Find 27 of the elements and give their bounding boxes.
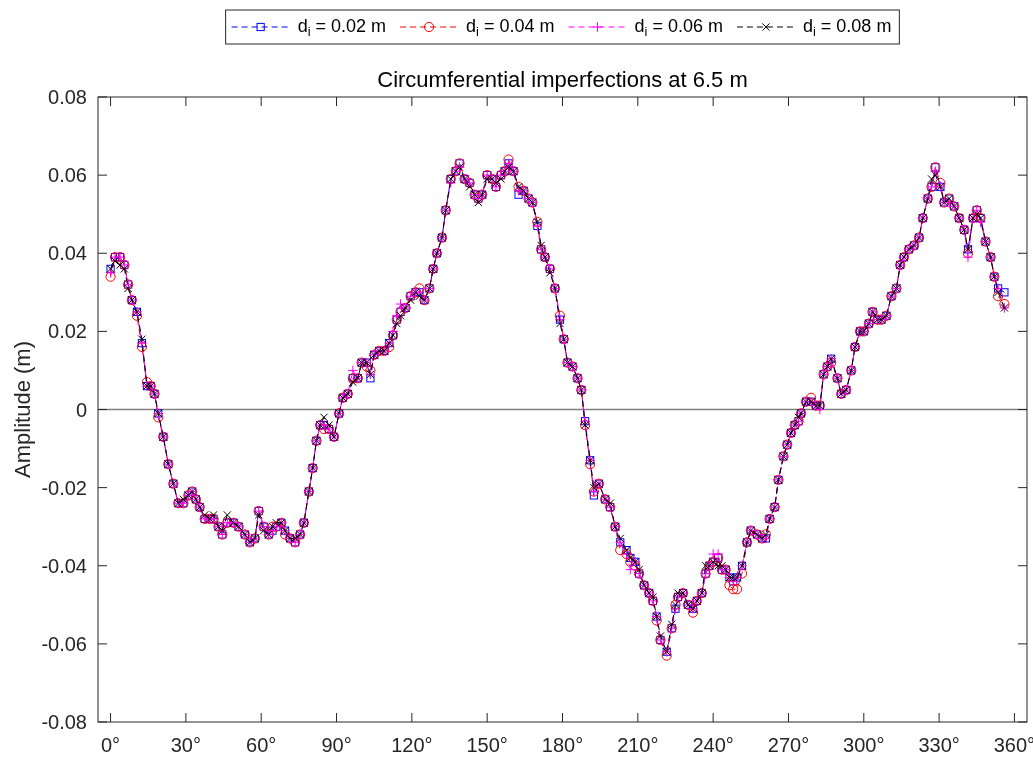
x-tick-label: 330° (918, 734, 960, 756)
x-tick-label: 180° (541, 734, 584, 756)
y-tick-label: 0.06 (48, 164, 87, 187)
y-axis-title: Amplitude (m) (10, 341, 35, 478)
y-tick-label: -0.02 (41, 476, 87, 499)
x-tick-label: 150° (466, 734, 508, 756)
y-tick-label: -0.04 (41, 554, 87, 577)
chart-title: Circumferential imperfections at 6.5 m (377, 67, 748, 92)
x-tick-label: 210° (617, 734, 659, 756)
x-tick-label: 270° (767, 734, 810, 756)
legend-label: d$_{i}$ = 0.04 m (466, 16, 555, 39)
legend-label: d$_{i}$ = 0.08 m (802, 16, 892, 39)
legend-label: d$_{i}$ = 0.06 m (634, 16, 723, 39)
y-tick-label: 0 (75, 398, 87, 421)
x-tick-label: 90° (321, 734, 352, 756)
x-tick-label: 60° (246, 734, 277, 756)
y-tick-label: 0.02 (48, 320, 87, 343)
y-tick-label: 0.04 (48, 242, 87, 265)
x-tick-label: 240° (692, 734, 734, 756)
x-tick-label: 30° (170, 734, 201, 756)
x-tick-label: 120° (391, 734, 433, 756)
legend-label: d$_{i}$ = 0.02 m (297, 16, 387, 39)
x-tick-label: 300° (843, 734, 885, 756)
y-tick-label: -0.06 (41, 632, 87, 655)
y-tick-label: 0.08 (48, 86, 87, 108)
x-tick-label: 0° (100, 734, 121, 756)
y-tick-label: -0.08 (41, 711, 87, 733)
